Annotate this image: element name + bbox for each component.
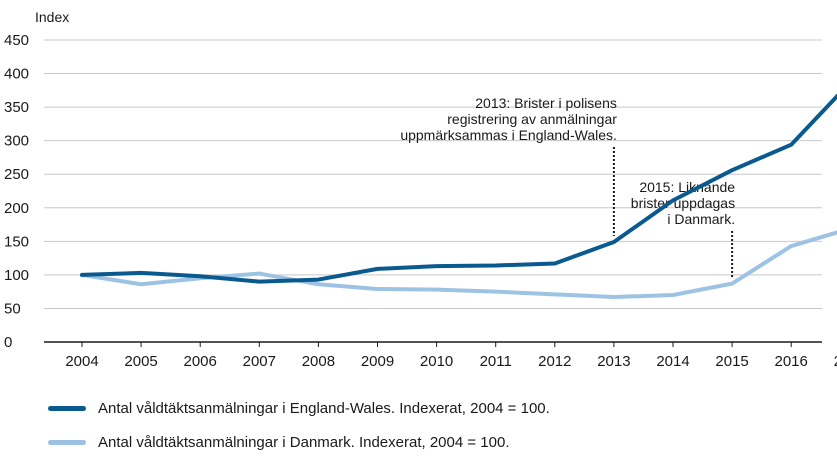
y-tick-label: 150 bbox=[4, 233, 29, 250]
x-tick-label: 2009 bbox=[361, 353, 394, 370]
line-chart: 0 50 100 150 200 250 300 350 400 450 2004 2005 2006… bbox=[4, 9, 837, 370]
y-tick-label: 250 bbox=[4, 166, 29, 183]
y-tick-label: 450 bbox=[4, 32, 29, 49]
legend-label: Antal våldtäktsanmälningar i Danmark. In… bbox=[98, 434, 510, 451]
x-tick-label: 2015 bbox=[715, 353, 748, 370]
legend-swatch bbox=[48, 440, 86, 445]
legend-item-danmark: Antal våldtäktsanmälningar i Danmark. In… bbox=[48, 434, 510, 451]
x-tick-label: 2016 bbox=[775, 353, 808, 370]
y-tick-label: 200 bbox=[4, 200, 29, 217]
annotation-text-line: registrering av anmälningar bbox=[447, 111, 617, 127]
x-tick-label: 2006 bbox=[184, 353, 217, 370]
x-tick-label: 2005 bbox=[124, 353, 157, 370]
y-tick-label: 100 bbox=[4, 267, 29, 284]
x-tick-label: 2008 bbox=[302, 353, 335, 370]
y-tick-label: 50 bbox=[4, 300, 21, 317]
x-axis: 2004 2005 2006 2007 2008 2009 2010 2011 2012 2013… bbox=[44, 341, 837, 370]
x-tick-label: 2011 bbox=[480, 353, 512, 370]
legend-label: Antal våldtäktsanmälningar i England-Wal… bbox=[98, 400, 550, 417]
y-tick-label: 400 bbox=[4, 66, 29, 83]
y-axis-title: Index bbox=[35, 9, 69, 25]
y-tick-label: 0 bbox=[4, 334, 12, 351]
annotation-text-line: i Danmark. bbox=[667, 211, 735, 227]
x-tick-label: 2004 bbox=[65, 353, 98, 370]
x-tick-label: 2010 bbox=[420, 353, 453, 370]
annotation-text-line: 2013: Brister i polisens bbox=[475, 95, 617, 111]
y-tick-label: 300 bbox=[4, 133, 29, 150]
legend-swatch bbox=[48, 406, 86, 411]
annotation-text-line: uppmärksammas i England-Wales. bbox=[400, 127, 617, 143]
series-line-1 bbox=[80, 230, 837, 300]
x-tick-label: 2012 bbox=[538, 353, 571, 370]
series-lines bbox=[80, 93, 837, 300]
legend-item-england-wales: Antal våldtäktsanmälningar i England-Wal… bbox=[48, 400, 550, 417]
x-tick-label: 2013 bbox=[597, 353, 630, 370]
x-tick-label: 2017 bbox=[834, 353, 837, 370]
y-axis-ticks: 0 50 100 150 200 250 300 350 400 450 bbox=[4, 32, 29, 351]
y-tick-label: 350 bbox=[4, 99, 29, 116]
x-tick-label: 2014 bbox=[656, 353, 689, 370]
x-tick-label: 2007 bbox=[243, 353, 276, 370]
annotation-text-line: brister uppdagas bbox=[631, 195, 735, 211]
series-line-0 bbox=[80, 93, 837, 284]
